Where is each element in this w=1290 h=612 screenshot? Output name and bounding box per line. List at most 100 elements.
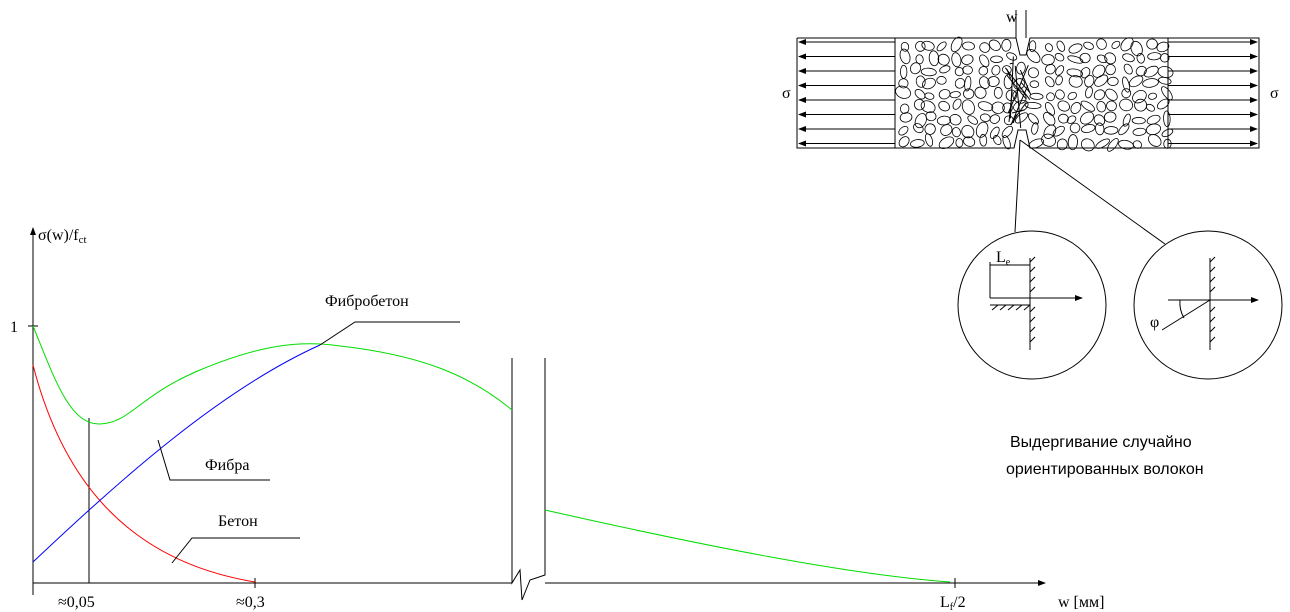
aggregate: [1013, 78, 1025, 90]
aggregate: [989, 126, 1000, 139]
x-tick-label: Lf/2: [940, 594, 966, 612]
aggregate: [1028, 40, 1037, 53]
aggregate: [1083, 41, 1094, 50]
aggregate: [1055, 75, 1063, 86]
aggregate: [1122, 113, 1131, 127]
aggregate: [979, 54, 990, 68]
aggregate: [1066, 115, 1077, 124]
aggregate: [1067, 55, 1084, 64]
leader: [157, 439, 270, 481]
specimen: w σ σ: [782, 9, 1279, 152]
aggregate: [938, 100, 951, 112]
fiber: [1009, 62, 1014, 65]
detail-circle: [1133, 230, 1283, 380]
aggregate: [961, 99, 975, 115]
aggregate: [1029, 80, 1040, 89]
aggregate: [1146, 38, 1158, 50]
aggregate: [1161, 128, 1174, 138]
aggregate: [924, 92, 935, 100]
aggregate: [1142, 78, 1159, 88]
aggregate: [991, 101, 1005, 114]
aggregate: [1118, 139, 1134, 150]
aggregate: [990, 55, 1003, 63]
aggregate: [963, 136, 976, 147]
aggregate: [1080, 124, 1096, 133]
y-tick-label: 1: [10, 319, 18, 336]
aggregate: [951, 127, 961, 138]
aggregate: [915, 54, 924, 65]
aggregate: [1052, 125, 1065, 137]
angle: [1168, 256, 1216, 343]
aggregate: [1068, 43, 1083, 54]
aggregate: [991, 65, 1001, 76]
aggregate: [1131, 117, 1146, 125]
aggregate: [940, 124, 953, 136]
aggregate: [1103, 111, 1117, 123]
aggregate: [1096, 38, 1107, 50]
specimen-outline: [796, 37, 1260, 149]
aggregate: [1123, 63, 1133, 75]
fiber: [1010, 85, 1029, 126]
aggregate: [1026, 49, 1041, 63]
aggregate: [977, 101, 994, 112]
aggregate: [1046, 92, 1055, 102]
aggregate: [1093, 114, 1106, 126]
aggregate: [1066, 68, 1084, 78]
aggregate: [1079, 52, 1091, 64]
aggregate: [962, 65, 973, 75]
aggregate: [1145, 103, 1155, 112]
aggregate: [1041, 54, 1055, 66]
aggregate: [939, 65, 951, 74]
aggregate: [1016, 61, 1026, 75]
aggregate: [1055, 65, 1065, 76]
aggregate: [898, 136, 910, 148]
aggregate: [1045, 63, 1056, 75]
aggregate: [1024, 101, 1042, 109]
aggregate: [1160, 53, 1170, 63]
aggregate: [920, 67, 937, 77]
aggregate: [1147, 92, 1157, 100]
aggregate: [936, 41, 947, 52]
aggregate: [913, 123, 924, 134]
caption: ориентированных волокон: [1006, 461, 1204, 478]
aggregate: [1148, 134, 1162, 147]
aggregate: [938, 136, 955, 149]
aggregate: [1044, 76, 1055, 88]
aggregate: [1093, 89, 1106, 101]
aggregate: [1001, 38, 1012, 52]
fiber: [1161, 299, 1211, 331]
aggregate: [1107, 76, 1119, 86]
aggregate: [1157, 66, 1174, 78]
aggregate: [1070, 102, 1082, 114]
fiber-curve: [32, 344, 321, 563]
plot: σ(w)/fct 1 ≈0,05 ≈0,3 Lf/2 w [мм] Фиброб…: [10, 227, 1104, 612]
aggregate: [1080, 100, 1095, 112]
aggregate: [1027, 113, 1039, 125]
aggregate: [1161, 86, 1173, 101]
aggregate: [964, 75, 972, 92]
aggregate: [921, 40, 935, 51]
curve-label: Фибробетон: [325, 293, 409, 310]
detail-circle: [957, 230, 1107, 380]
aggregate: [1103, 126, 1119, 135]
aggregate: [898, 78, 909, 89]
aggregate: [987, 76, 1000, 87]
aggregate: [899, 112, 913, 123]
aggregate: [895, 85, 911, 99]
composite-curve: [32, 325, 951, 583]
aggregate: [1041, 133, 1056, 147]
aggregate: [1130, 40, 1143, 57]
aggregate: [1107, 138, 1119, 152]
fiber: [1004, 67, 1031, 100]
aggregate: [979, 113, 991, 122]
hatch: [990, 256, 1036, 343]
angle-label: φ: [1150, 314, 1159, 331]
aggregate: [967, 115, 978, 125]
fiber: [1019, 69, 1032, 95]
aggregate: [914, 113, 927, 129]
aggregate: [992, 135, 1002, 146]
aggregate: [1106, 100, 1117, 112]
axis-break: [511, 358, 546, 601]
caption: Выдергивание случайно: [1010, 434, 1192, 451]
fiber: [1012, 114, 1017, 124]
